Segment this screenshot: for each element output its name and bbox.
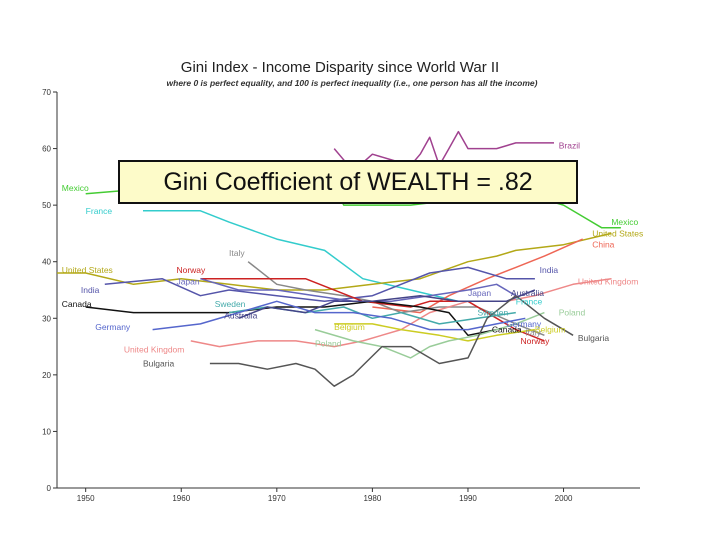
series-line-norway: [200, 277, 545, 342]
x-tick-label: 1990: [459, 494, 477, 503]
series-label-japan: Japan: [176, 277, 199, 287]
series-label-united-states: United States: [62, 265, 113, 275]
series-label-united-kingdom: United Kingdom: [124, 344, 184, 354]
series-label-poland: Poland: [559, 308, 586, 318]
x-tick-label: 1980: [363, 494, 381, 503]
y-tick-label: 30: [42, 314, 51, 323]
series-label-china: China: [592, 240, 614, 250]
chart-title: Gini Index - Income Disparity since Worl…: [181, 59, 499, 76]
series-label-canada: Canada: [492, 325, 522, 335]
x-tick-label: 1960: [172, 494, 190, 503]
series-label-poland: Poland: [315, 339, 342, 349]
series-label-sweden: Sweden: [215, 299, 246, 309]
series-line-india: [104, 266, 535, 303]
chart-subtitle: where 0 is perfect equality, and 100 is …: [167, 78, 538, 88]
axes: 0 10 20 30 40 50 60 70 1950 1960 1970 1980 1990 2000: [42, 88, 640, 503]
series-label-norway: Norway: [521, 336, 551, 346]
series-label-belgium: Belgium: [535, 325, 566, 335]
series-line-france: [143, 210, 507, 303]
x-tick-label: 1950: [77, 494, 95, 503]
x-tick-label: 2000: [555, 494, 573, 503]
series-line-united-states: [57, 232, 612, 291]
series-line-china: [372, 238, 584, 314]
wealth-gini-callout: Gini Coefficient of WEALTH = .82: [118, 160, 578, 204]
series-label-norway: Norway: [176, 265, 206, 275]
series-label-france: France: [516, 296, 543, 306]
series-label-belgium: Belgium: [334, 322, 365, 332]
series-label-japan: Japan: [468, 288, 491, 298]
series-label-bulgaria: Bulgaria: [578, 333, 609, 343]
series-labels: Brazil Mexico Mexico France France United Sta…: [62, 141, 643, 369]
series-line-australia: [238, 289, 536, 319]
series-label-mexico: Mexico: [611, 217, 638, 227]
series-label-australia: Australia: [224, 310, 257, 320]
y-tick-label: 50: [42, 201, 51, 210]
series-line-bulgaria: [209, 294, 574, 387]
series-line-germany: [152, 300, 526, 331]
series-label-sweden: Sweden: [478, 308, 509, 318]
y-tick-label: 70: [42, 88, 51, 97]
y-tick-label: 40: [42, 258, 51, 267]
series-label-germany: Germany: [95, 322, 131, 332]
series-label-france: France: [86, 206, 113, 216]
series-label-bulgaria: Bulgaria: [143, 359, 174, 369]
series-label-india: India: [540, 265, 559, 275]
series-label-italy: Italy: [525, 327, 541, 337]
series-line-poland: [314, 311, 545, 359]
y-tick-label: 20: [42, 371, 51, 380]
y-tick-label: 10: [42, 427, 51, 436]
series-label-united-states: United States: [592, 228, 643, 238]
x-tick-label: 1970: [268, 494, 286, 503]
y-tick-label: 60: [42, 145, 51, 154]
series-line-canada: [85, 300, 497, 337]
series-label-united-kingdom: United Kingdom: [578, 277, 638, 287]
series-label-italy: Italy: [229, 248, 245, 258]
series-label-canada: Canada: [62, 299, 92, 309]
series-line-belgium: [334, 323, 536, 342]
series-label-mexico: Mexico: [62, 183, 89, 193]
series-label-australia: Australia: [511, 288, 544, 298]
series-label-india: India: [81, 285, 100, 295]
series-label-germany: Germany: [506, 319, 542, 329]
y-tick-label: 0: [47, 484, 52, 493]
series-label-brazil: Brazil: [559, 141, 580, 151]
